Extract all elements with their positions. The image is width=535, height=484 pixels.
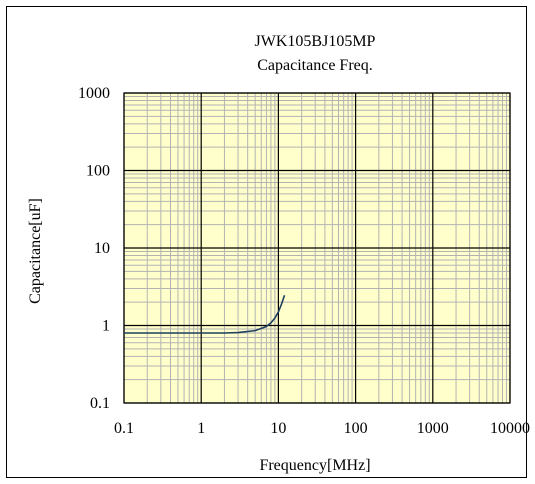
y-tick-label: 10 xyxy=(94,240,110,257)
y-tick-label: 100 xyxy=(86,163,110,180)
series-layer xyxy=(124,295,286,334)
grid-layer xyxy=(123,92,511,404)
y-tick-label: 1 xyxy=(102,318,110,335)
chart-subtitle: Capacitance Freq. xyxy=(257,57,373,74)
plot-border xyxy=(123,92,511,404)
x-tick-label: 1 xyxy=(197,420,205,437)
x-tick-label: 1000 xyxy=(417,420,449,437)
y-axis-label: Capacitance[uF] xyxy=(27,198,44,304)
y-tick-label: 0.1 xyxy=(90,395,110,412)
x-axis-label: Frequency[MHz] xyxy=(259,457,370,474)
y-tick-label: 1000 xyxy=(78,85,110,102)
chart-title: JWK105BJ105MP xyxy=(255,33,376,50)
x-tick-label: 0.1 xyxy=(114,420,134,437)
series-line xyxy=(124,295,286,334)
x-tick-label: 10 xyxy=(270,420,286,437)
axis-layer: 0.1 1 10 100 1000 10000 0.1 1 10 100 1000 xyxy=(78,85,530,437)
x-tick-label: 100 xyxy=(344,420,368,437)
x-tick-label: 10000 xyxy=(490,420,530,437)
